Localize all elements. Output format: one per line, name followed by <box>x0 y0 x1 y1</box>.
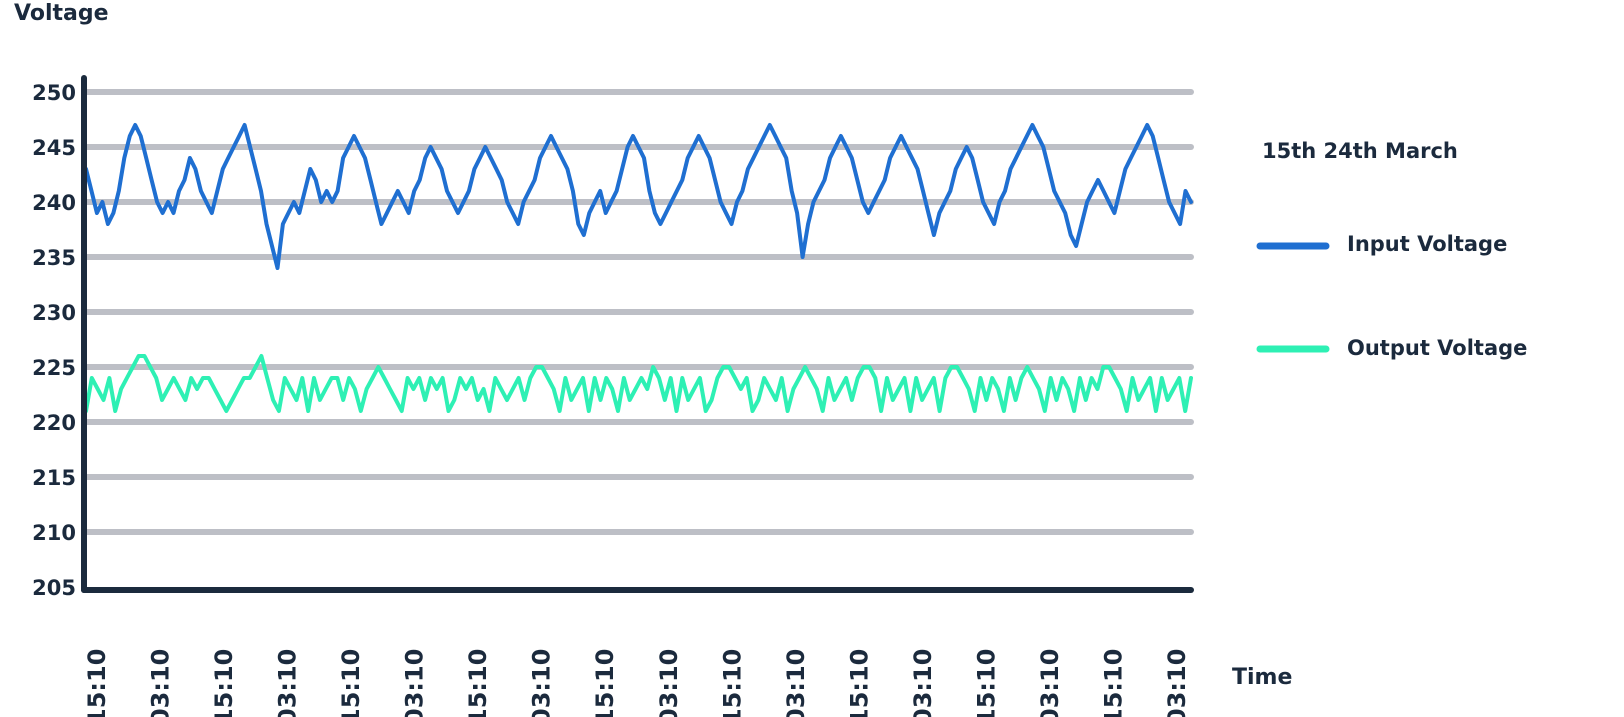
x-tick-label: 03:10 <box>274 649 302 717</box>
y-tick-label: 220 <box>32 411 76 435</box>
y-tick-label: 235 <box>32 246 76 270</box>
y-tick-label: 225 <box>32 356 76 380</box>
x-tick-label: 03:10 <box>1163 649 1191 717</box>
x-tick-label: 03:10 <box>401 649 429 717</box>
series-line-input-voltage <box>84 123 1193 270</box>
x-tick-label: 15:10 <box>972 649 1000 717</box>
legend-label-output-voltage: Output Voltage <box>1347 336 1527 360</box>
x-tick-label: 03:10 <box>782 649 810 717</box>
x-tick-label: 15:10 <box>210 649 238 717</box>
y-tick-label: 240 <box>32 191 76 215</box>
x-tick-label: 03:10 <box>655 649 683 717</box>
legend-label-input-voltage: Input Voltage <box>1347 232 1507 256</box>
series-lines <box>84 123 1193 413</box>
x-tick-label: 15:10 <box>464 649 492 717</box>
x-tick-label: 15:10 <box>845 649 873 717</box>
x-tick-labels: 15:10 03:10 15:10 03:10 15:10 03:10 15:10 03:10… <box>83 649 1191 717</box>
legend-title: 15th 24th March <box>1262 139 1458 163</box>
x-tick-label: 15:10 <box>83 649 111 717</box>
y-tick-labels: 250 245 240 235 230 225 220 215 210 205 <box>32 81 76 600</box>
x-tick-label: 03:10 <box>909 649 937 717</box>
y-tick-label: 215 <box>32 466 76 490</box>
x-tick-label: 15:10 <box>337 649 365 717</box>
x-axis-title: Time <box>1232 665 1292 690</box>
y-tick-label: 230 <box>32 301 76 325</box>
x-tick-label: 03:10 <box>1036 649 1064 717</box>
x-tick-label: 03:10 <box>147 649 175 717</box>
gridlines <box>83 89 1194 535</box>
y-tick-label: 245 <box>32 136 76 160</box>
y-tick-label: 210 <box>32 521 76 545</box>
x-tick-label: 15:10 <box>591 649 619 717</box>
series-line-output-voltage <box>84 354 1193 413</box>
x-tick-label: 15:10 <box>1099 649 1127 717</box>
y-axis-title: Voltage <box>14 1 109 26</box>
y-tick-label: 205 <box>32 576 76 600</box>
x-tick-label: 15:10 <box>718 649 746 717</box>
y-tick-label: 250 <box>32 81 76 105</box>
legend: 15th 24th March Input Voltage Output Vol… <box>1256 139 1527 360</box>
x-tick-label: 03:10 <box>528 649 556 717</box>
